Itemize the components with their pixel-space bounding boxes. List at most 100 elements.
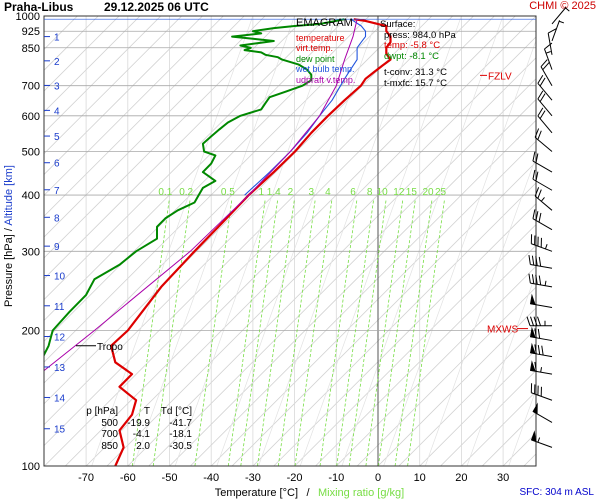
wind-barb-flag: [532, 209, 536, 219]
wind-barb-staff: [540, 66, 553, 86]
level-table-row: 500 -19.9 -41.7: [78, 418, 192, 430]
legend-item-temperature: temperature: [296, 32, 345, 43]
y-axis-title-sep: /: [3, 226, 15, 232]
adiabat-line: [592, 16, 600, 466]
wind-barb-flag: [531, 255, 535, 266]
wind-barb-staff: [531, 392, 553, 401]
wind-barb-flag: [535, 153, 539, 163]
y-tick-label: 200: [22, 326, 40, 338]
isotherm-line: [315, 244, 536, 466]
wind-barb-staff: [532, 160, 553, 173]
mixing-ratio-label: 6: [350, 187, 356, 198]
isotherm-line: [44, 16, 308, 280]
copyright: CHMI © 2025: [529, 0, 596, 12]
wind-barb-pennant: [529, 293, 536, 305]
wind-barb-flag: [528, 273, 531, 284]
fzlv-label: FZLV: [488, 71, 512, 82]
mxws-label: MXWS: [487, 325, 518, 336]
wind-barb-flag: [534, 344, 537, 354]
wind-barb-flag: [535, 171, 539, 182]
wind-barb-halfflag: [537, 437, 541, 443]
isotherm-line: [64, 16, 516, 466]
isotherm-line: [231, 161, 536, 466]
altitude-tick-label: 12: [54, 332, 66, 343]
x-tick-label: 30: [497, 472, 509, 484]
isotherm-line: [44, 16, 391, 363]
series-line-dew-point: [44, 18, 345, 358]
wind-barb-flag: [539, 77, 546, 87]
plot-frame: [43, 15, 537, 467]
legend-item-dew-point: dew point: [296, 53, 335, 64]
wind-barb-flag: [541, 345, 544, 356]
altitude-tick-label: 8: [54, 213, 60, 224]
mixing-ratio-line: [257, 199, 295, 466]
isotherm-line: [398, 328, 536, 466]
wind-barb-flag: [537, 345, 541, 355]
chart-legend: EMAGRAM temperature virt.temp. dew point…: [296, 18, 355, 85]
surface-panel: Surface: press: 984.0 hPa temp: -5.8 °C …: [380, 19, 456, 89]
isotherm-line: [44, 16, 287, 259]
mixing-ratio-label: 12: [393, 187, 405, 198]
wind-barb-staff: [551, 6, 567, 25]
x-tick-label: -10: [328, 472, 344, 484]
wind-barb-flag: [537, 130, 542, 140]
isotherm-line: [545, 16, 600, 466]
altitude-tick-label: 11: [54, 302, 65, 313]
legend-item-wet-bulb: wet bulb temp.: [296, 64, 355, 74]
y-tick-label: 700: [22, 81, 40, 93]
legend-item-virt-temp: virt.temp.: [296, 43, 334, 53]
wind-barb-staff: [530, 282, 553, 288]
wind-barb-flag: [537, 90, 544, 100]
surface-dwpt: dwpt: -8.1 °C: [384, 50, 440, 62]
x-axis-title-sep: /: [306, 487, 310, 499]
surface-press: press: 984.0 hPa: [384, 29, 456, 41]
x-tick-label: 0: [375, 472, 381, 484]
mixing-ratio-label: 0.2: [179, 187, 193, 198]
adiabat-line: [466, 272, 536, 466]
altitude-tick-label: 10: [54, 272, 66, 283]
y-tick-label: 500: [22, 146, 40, 158]
x-tick-label: -70: [78, 472, 94, 484]
mixing-ratio-label: 3: [308, 187, 314, 198]
level-td: -41.7: [169, 417, 192, 429]
wind-barb-flag: [544, 42, 553, 50]
mixing-ratio-label: 0.5: [221, 187, 235, 198]
wind-barb-flag: [534, 361, 537, 372]
wind-barb-halfflag: [544, 280, 547, 286]
wind-barb-halfflag: [559, 20, 565, 24]
tropopause-label: Tropo: [97, 342, 123, 353]
altitude-tick-label: 1: [54, 33, 60, 44]
adiabat-line: [508, 388, 536, 466]
isotherm-line: [44, 16, 266, 238]
altitude-tick-label: 6: [54, 159, 60, 170]
wind-barb-flag: [542, 62, 550, 71]
adiabat-line: [550, 16, 600, 466]
mixing-ratio-label: 4: [325, 187, 331, 198]
isotherm-line: [336, 265, 536, 466]
mixing-ratio-label: 2: [288, 187, 294, 198]
adiabat-line: [424, 156, 536, 466]
legend-item-updraft: udpraft v.temp.: [296, 74, 356, 85]
y-tick-label: 600: [22, 111, 40, 123]
mixing-ratio-label: 1.4: [267, 187, 281, 198]
isotherm-line: [106, 36, 536, 466]
y-axis-title-pressure: Pressure [hPa]: [3, 231, 15, 307]
isotherm-line: [419, 349, 536, 466]
adiabat-line: [91, 16, 254, 466]
altitude-tick-label: 4: [54, 106, 60, 117]
wind-barb-flag: [538, 212, 542, 223]
level-t: 2.0: [136, 440, 150, 452]
wind-barb-staff: [532, 218, 553, 231]
wind-barb-halfflag: [540, 197, 545, 202]
level-table-header-t: T: [143, 406, 150, 417]
x-tick-label: 20: [455, 472, 467, 484]
y-tick-label: 300: [22, 246, 40, 258]
wind-barb-flag: [538, 256, 542, 267]
wind-barb-staff: [537, 115, 553, 134]
mixing-ratio-line: [194, 199, 233, 466]
wind-barb-flag: [534, 128, 540, 138]
wind-barb-staff: [537, 98, 553, 117]
mixing-ratio-label: 20: [422, 187, 434, 198]
